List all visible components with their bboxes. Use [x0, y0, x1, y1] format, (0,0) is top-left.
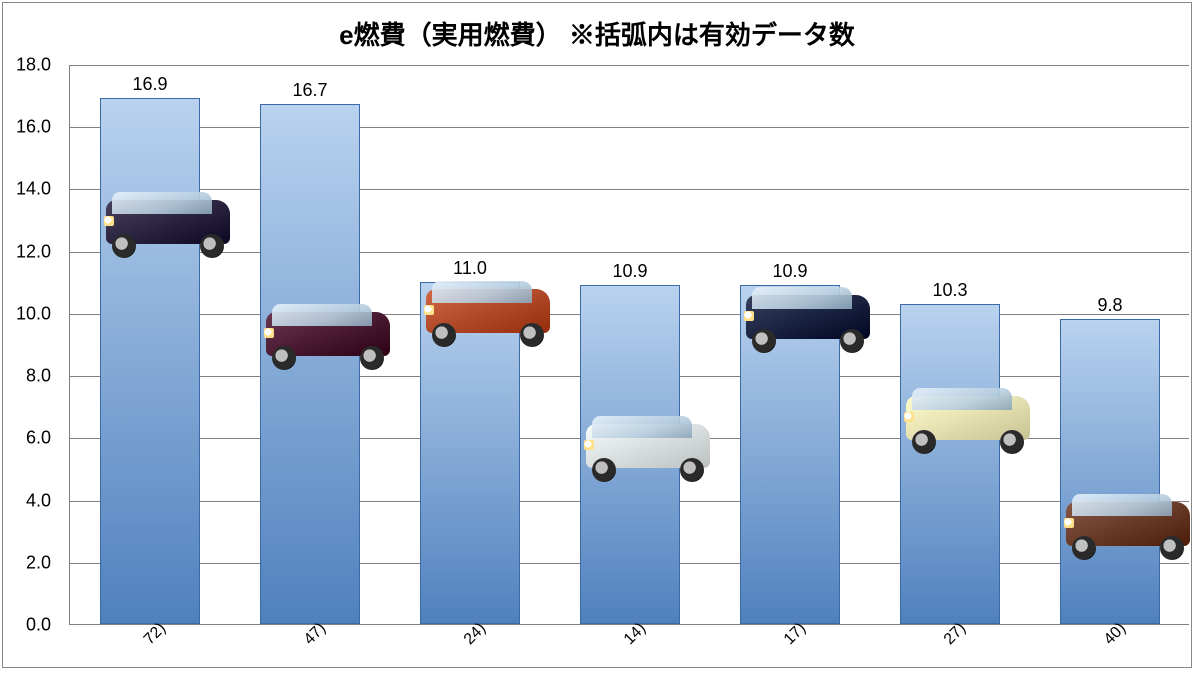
y-tick-label: 4.0 — [1, 490, 51, 511]
bar-value-label: 10.9 — [612, 261, 647, 282]
bar-value-label: 9.8 — [1097, 295, 1122, 316]
bar-value-label: 10.3 — [932, 280, 967, 301]
chart-frame: e燃費（実用燃費） ※括弧内は有効データ数 16.916.711.010.910… — [2, 2, 1192, 668]
y-tick-label: 2.0 — [1, 552, 51, 573]
bar-value-label: 16.9 — [132, 74, 167, 95]
bar — [900, 304, 999, 624]
car-icon — [98, 186, 238, 258]
car-icon — [258, 298, 398, 370]
y-tick-label: 10.0 — [1, 303, 51, 324]
gridline — [70, 65, 1189, 66]
car-icon — [738, 281, 878, 353]
gridline — [70, 127, 1189, 128]
y-tick-label: 14.0 — [1, 179, 51, 200]
car-icon — [898, 382, 1038, 454]
bar-value-label: 16.7 — [292, 80, 327, 101]
chart-title: e燃費（実用燃費） ※括弧内は有効データ数 — [3, 15, 1191, 52]
bar-value-label: 10.9 — [772, 261, 807, 282]
y-tick-label: 8.0 — [1, 366, 51, 387]
car-icon — [578, 410, 718, 482]
y-tick-label: 16.0 — [1, 117, 51, 138]
y-tick-label: 18.0 — [1, 55, 51, 76]
chart-plot-area: 16.916.711.010.910.910.39.8 — [69, 65, 1189, 625]
car-icon — [1058, 488, 1198, 560]
y-tick-label: 6.0 — [1, 428, 51, 449]
car-icon — [418, 275, 558, 347]
bar — [1060, 319, 1159, 624]
y-tick-label: 0.0 — [1, 615, 51, 636]
bar — [100, 98, 199, 624]
y-tick-label: 12.0 — [1, 241, 51, 262]
